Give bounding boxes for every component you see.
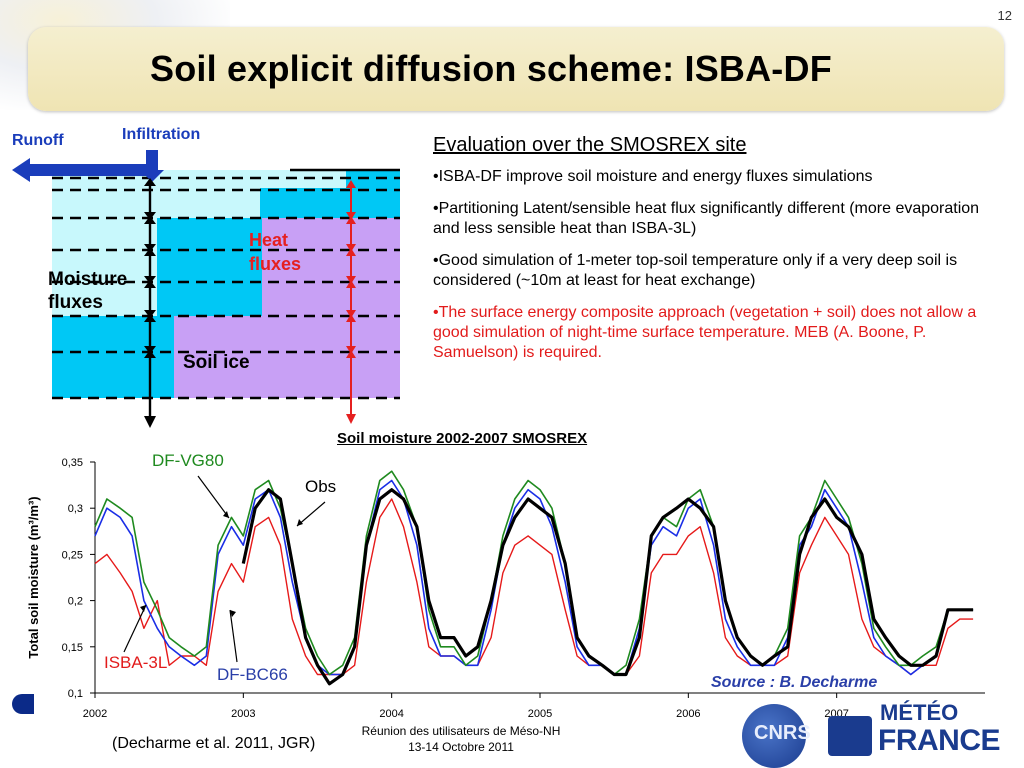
- source-label: Source : B. Decharme: [711, 674, 878, 691]
- heat-fluxes-line-1: Heat: [249, 230, 289, 250]
- evaluation-heading: Evaluation over the SMOSREX site: [433, 134, 747, 156]
- x-tick-label: 2004: [379, 708, 403, 720]
- y-axis-label: Total soil moisture (m³/m³): [26, 496, 41, 658]
- soil-diagram-graphic: [12, 150, 400, 428]
- moisture-fluxes-line-1: Moisture: [48, 269, 128, 290]
- callout-label: Obs: [305, 477, 336, 496]
- evaluation-block: Evaluation over the SMOSREX site •ISBA-D…: [433, 135, 993, 375]
- soil-moisture-chart: 0,1 0,15 0,2 0,25 0,3 0,35 2002 2003 2004 2005 200…: [26, 451, 985, 720]
- callout-pointer: [229, 609, 238, 663]
- light-water-left: [52, 218, 157, 316]
- x-tick-label: 2005: [528, 708, 552, 720]
- callout-pointer: [296, 501, 326, 527]
- evaluation-bullet: •Partitioning Latent/sensible heat flux …: [433, 200, 980, 237]
- evaluation-bullet: •ISBA-DF improve soil moisture and energ…: [433, 168, 873, 185]
- heat-flux-arrows: [346, 180, 356, 424]
- infiltration-label: Infiltration: [122, 126, 201, 143]
- callout-label: DF-VG80: [152, 451, 224, 470]
- runoff-label: Runoff: [12, 132, 64, 149]
- soil-ice-label: Soil ice: [183, 352, 250, 373]
- evaluation-highlight-bullet: •The surface energy composite approach (…: [433, 304, 977, 361]
- x-tick-label: 2006: [676, 708, 700, 720]
- y-tick-label: 0,1: [68, 688, 83, 700]
- layer-boundaries: [52, 176, 400, 400]
- moisture-flux-arrows: [144, 178, 156, 428]
- x-tick-label: 2002: [83, 708, 107, 720]
- soil-layer-diagram: Runoff Infiltration Heat fluxes Moisture…: [0, 120, 430, 440]
- footer-line-1: Réunion des utilisateurs de Méso-NH: [361, 724, 561, 738]
- callout-arrowhead: [297, 519, 303, 526]
- moisture-fluxes-line-2: fluxes: [48, 292, 103, 313]
- title-banner: [28, 27, 1004, 111]
- page-title: Soil explicit diffusion scheme: ISBA-DF: [150, 48, 832, 89]
- callout-arrowhead: [230, 610, 236, 617]
- cnrs-logo: [742, 704, 806, 768]
- moisture-fluxes-label: Moisture fluxes: [48, 268, 127, 314]
- chart-title: Soil moisture 2002-2007 SMOSREX: [337, 430, 588, 447]
- y-tick-label: 0,3: [68, 503, 83, 515]
- runoff-arrow: [12, 158, 152, 182]
- meteo-logo-text: MÉTÉO: [880, 700, 959, 725]
- series-line-df-vg80: [94, 470, 974, 676]
- y-tick-label: 0,35: [62, 457, 83, 469]
- x-tick-label: 2003: [231, 708, 255, 720]
- callout-arrowhead: [223, 511, 229, 518]
- footer: Réunion des utilisateurs de Méso-NH 13-1…: [346, 723, 576, 755]
- ice-region-lower: [174, 316, 400, 398]
- infiltration-arrow: [140, 150, 164, 182]
- citation: (Decharme et al. 2011, JGR): [112, 735, 316, 752]
- meteo-france-logo-mark: [828, 716, 872, 756]
- callout-label: ISBA-3L: [104, 653, 167, 672]
- series-line-df-bc66: [94, 479, 974, 676]
- light-water-upper: [52, 188, 260, 218]
- y-tick-label: 0,25: [62, 549, 83, 561]
- series-line-obs: [241, 488, 974, 686]
- heat-fluxes-line-2: fluxes: [249, 254, 302, 274]
- series-line-isba-3l: [94, 498, 974, 676]
- callout-arrowhead: [140, 605, 146, 612]
- cnrs-logo-text: CNRS: [754, 722, 811, 744]
- y-tick-label: 0,15: [62, 642, 83, 654]
- slide-number: 12: [997, 8, 1012, 23]
- heat-fluxes-label: Heat fluxes: [249, 228, 301, 276]
- callout-label: DF-BC66: [217, 665, 288, 684]
- callout-pointer: [123, 604, 147, 653]
- evaluation-bullet: •Good simulation of 1-meter top-soil tem…: [433, 252, 958, 289]
- left-logo-fragment: [12, 694, 34, 714]
- y-tick-label: 0,2: [68, 596, 83, 608]
- france-logo-text: FRANCE: [878, 724, 1001, 757]
- footer-line-2: 13-14 Octobre 2011: [408, 740, 514, 754]
- callout-pointer: [197, 475, 230, 519]
